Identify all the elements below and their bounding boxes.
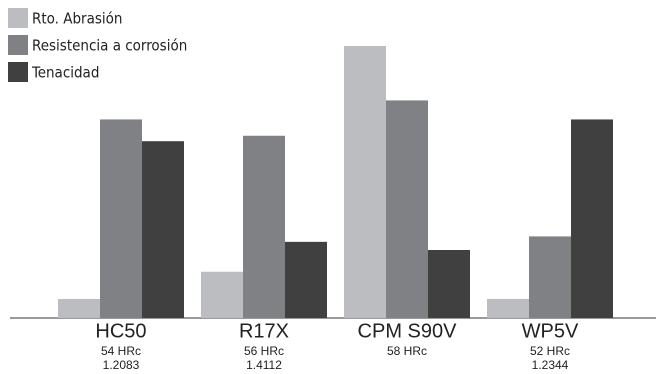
- bar: [285, 241, 327, 318]
- x-tick-sublabel: 54 HRc: [101, 344, 141, 358]
- x-tick-sublabel: 1.2344: [532, 358, 569, 372]
- x-tick-sublabel: 1.4112: [246, 358, 282, 372]
- bar: [201, 271, 243, 318]
- x-tick-label: HC50: [95, 320, 146, 342]
- bar: [58, 298, 100, 318]
- legend-swatch: [8, 62, 28, 82]
- bar: [529, 236, 571, 318]
- bar: [142, 141, 184, 318]
- legend-label: Resistencia a corrosión: [32, 37, 187, 55]
- bar: [344, 46, 386, 318]
- bar: [243, 135, 285, 318]
- x-tick-label: R17X: [239, 320, 289, 342]
- x-tick-sublabel: 56 HRc: [244, 344, 284, 358]
- bar: [386, 100, 428, 319]
- x-tick-label: WP5V: [522, 320, 579, 342]
- legend-label: Tenacidad: [31, 64, 99, 82]
- legend-swatch: [8, 35, 28, 55]
- x-tick-sublabel: 58 HRc: [387, 344, 427, 358]
- x-tick-label: CPM S90V: [358, 320, 458, 342]
- bar: [100, 119, 142, 318]
- legend-label: Rto. Abrasión: [32, 10, 122, 28]
- bar: [487, 298, 529, 318]
- bar: [571, 119, 613, 318]
- x-tick-sublabel: 1.2083: [103, 358, 140, 372]
- x-tick-sublabel: 52 HRc: [530, 344, 570, 358]
- legend-swatch: [8, 8, 28, 28]
- bar: [428, 250, 470, 318]
